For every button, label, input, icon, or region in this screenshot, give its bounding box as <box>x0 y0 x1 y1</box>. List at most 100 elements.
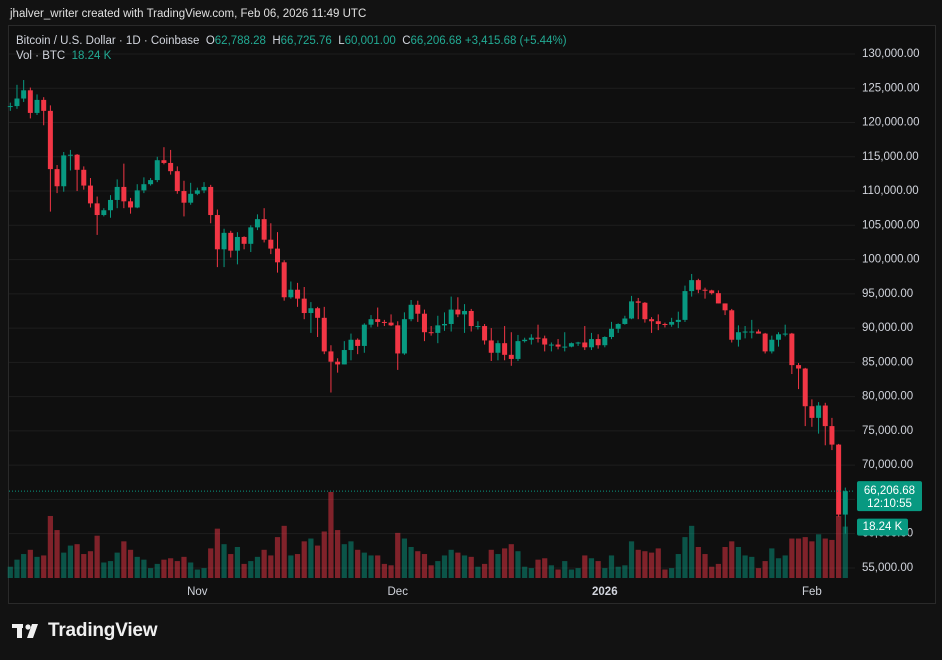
logo-shape <box>17 624 22 638</box>
candle-body <box>722 303 728 311</box>
volume-bar <box>294 554 301 578</box>
candle-body <box>168 162 174 172</box>
candle-body <box>174 171 180 192</box>
open-value: 62,788.28 <box>214 35 266 47</box>
x-tick-label: Nov <box>187 586 208 598</box>
volume-bar <box>127 549 134 578</box>
volume-bar <box>555 569 561 578</box>
volume-bar <box>815 534 822 578</box>
countdown: 12:10:55 <box>867 498 912 510</box>
candle-body <box>568 343 574 347</box>
volume-label: Vol · BTC <box>16 50 66 62</box>
candle-body <box>535 337 541 339</box>
volume-bar <box>214 528 220 578</box>
volume-bar <box>749 556 755 578</box>
high-label: H <box>272 35 281 47</box>
volume-bar <box>782 555 788 578</box>
candle-body <box>21 90 27 99</box>
candle-body <box>241 236 247 244</box>
volume-bar <box>448 549 454 578</box>
volume-bar <box>595 561 601 578</box>
volume-bar <box>755 568 762 578</box>
candle-body <box>181 191 187 203</box>
candle-body <box>435 325 441 333</box>
volume-bar <box>154 563 160 578</box>
volume-bar <box>168 558 174 578</box>
volume-bar <box>515 551 521 578</box>
volume-bar <box>7 566 13 578</box>
volume-bar <box>575 568 581 578</box>
volume-bar <box>221 544 227 578</box>
candle-body <box>442 323 447 326</box>
candle-body <box>341 350 347 365</box>
candle-body <box>428 332 434 334</box>
candle-body <box>655 321 661 324</box>
candle-body <box>702 289 708 291</box>
volume-bar <box>695 546 701 578</box>
volume-bar <box>702 554 708 578</box>
volume-bar <box>388 565 394 578</box>
change: +3,415.68 (+5.44%) <box>464 35 567 47</box>
candle-body <box>629 301 635 319</box>
candle-body <box>842 491 848 515</box>
volume-bar <box>428 565 434 578</box>
candle-body <box>388 322 394 326</box>
volume-bar <box>261 549 267 578</box>
volume-bar <box>395 532 401 578</box>
volume-bar <box>582 555 588 578</box>
volume-bar <box>381 563 387 578</box>
candle-body <box>468 310 474 327</box>
candle-body <box>54 169 60 187</box>
y-tick-label: 90,000.00 <box>862 322 913 334</box>
y-tick-label: 75,000.00 <box>862 425 913 437</box>
volume-bar <box>802 537 808 578</box>
candle-body <box>228 232 234 251</box>
volume-badge <box>857 518 908 536</box>
y-tick-label: 55,000.00 <box>862 562 913 574</box>
candle-body <box>822 405 828 427</box>
candle-body <box>448 309 454 324</box>
volume-bar <box>669 568 675 578</box>
candle-body <box>141 184 147 191</box>
x-tick-label: Dec <box>388 586 409 598</box>
volume-bar <box>435 561 441 578</box>
volume-bar <box>268 555 274 578</box>
volume-bar <box>608 555 615 578</box>
candle-body <box>528 337 534 340</box>
candle-body <box>14 98 20 107</box>
logo-text: TradingView <box>48 620 158 641</box>
candle-body <box>555 344 561 347</box>
volume-bar <box>188 562 194 578</box>
volume-bar <box>114 552 120 578</box>
candle-body <box>114 186 120 200</box>
candle-body <box>208 186 214 216</box>
volume-bar <box>648 552 655 578</box>
volume-bar <box>822 538 828 578</box>
logo-icon <box>12 624 38 638</box>
volume-bar <box>775 558 782 578</box>
candle-body <box>395 325 401 354</box>
candle-body <box>121 186 127 202</box>
volume-bar <box>254 556 261 578</box>
volume-bar <box>67 545 74 578</box>
volume-bar <box>662 569 668 578</box>
legend-row: Vol · BTC 18.24 K <box>16 49 567 64</box>
y-tick-label: 100,000.00 <box>862 254 920 266</box>
candle-body <box>34 99 40 113</box>
last-price-badge <box>857 481 922 512</box>
volume-bar <box>602 568 608 578</box>
candle-body <box>582 342 588 348</box>
candle-body <box>301 298 307 314</box>
volume-bar <box>535 559 541 578</box>
legend-row: Bitcoin / U.S. Dollar · 1D · Coinbase O6… <box>16 34 567 49</box>
candle-body <box>755 331 761 334</box>
candle-body <box>335 361 341 365</box>
candle-body <box>662 323 668 325</box>
candle-body <box>695 280 701 290</box>
volume-bar <box>228 554 234 578</box>
chart: 55,000.0060,000.0065,000.0070,000.0075,0… <box>7 48 922 598</box>
candle-body <box>475 326 481 328</box>
candle-body <box>762 333 768 352</box>
volume-bar <box>341 544 347 578</box>
